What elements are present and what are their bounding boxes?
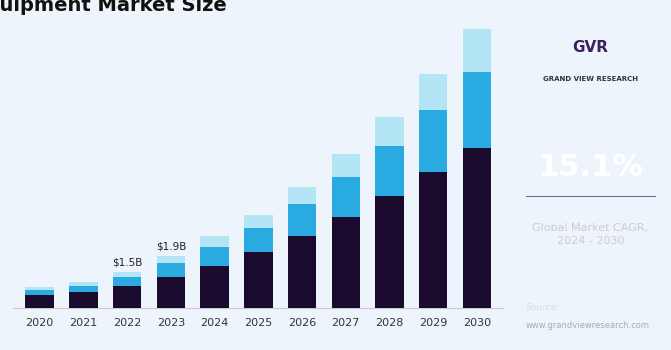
- Text: $1.9B: $1.9B: [156, 241, 186, 251]
- Text: $1.5B: $1.5B: [112, 257, 142, 267]
- Bar: [419, 173, 448, 308]
- Bar: [419, 74, 448, 110]
- Bar: [156, 256, 185, 263]
- Text: 15.1%: 15.1%: [537, 154, 643, 182]
- Text: Source:: Source:: [526, 303, 560, 313]
- Bar: [331, 217, 360, 308]
- Bar: [25, 290, 54, 295]
- Text: GVR: GVR: [572, 41, 609, 55]
- Bar: [463, 72, 491, 148]
- Bar: [419, 110, 448, 173]
- Bar: [375, 146, 404, 196]
- Legend: Equipment, Apparel, Shoes: Equipment, Apparel, Shoes: [142, 347, 374, 350]
- Bar: [331, 154, 360, 177]
- Bar: [201, 266, 229, 308]
- Bar: [156, 263, 185, 277]
- Bar: [156, 277, 185, 308]
- Bar: [288, 204, 316, 236]
- Bar: [244, 228, 272, 252]
- Bar: [69, 286, 97, 292]
- Bar: [69, 292, 97, 308]
- Text: Pickleball Apparel & Equipment Market Size: Pickleball Apparel & Equipment Market Si…: [0, 0, 227, 15]
- Bar: [113, 286, 142, 308]
- Bar: [463, 29, 491, 72]
- Bar: [375, 196, 404, 308]
- Text: GRAND VIEW RESEARCH: GRAND VIEW RESEARCH: [543, 76, 638, 82]
- Bar: [244, 215, 272, 228]
- Bar: [463, 148, 491, 308]
- Bar: [113, 272, 142, 277]
- Bar: [113, 277, 142, 286]
- Bar: [201, 237, 229, 247]
- Bar: [244, 252, 272, 308]
- Bar: [375, 117, 404, 146]
- Text: Global Market CAGR,
2024 - 2030: Global Market CAGR, 2024 - 2030: [533, 223, 648, 246]
- Bar: [288, 236, 316, 308]
- Bar: [288, 187, 316, 204]
- Bar: [331, 177, 360, 217]
- Bar: [69, 282, 97, 286]
- Bar: [201, 247, 229, 266]
- Bar: [25, 295, 54, 308]
- Text: www.grandviewresearch.com: www.grandviewresearch.com: [526, 321, 650, 330]
- Bar: [25, 287, 54, 290]
